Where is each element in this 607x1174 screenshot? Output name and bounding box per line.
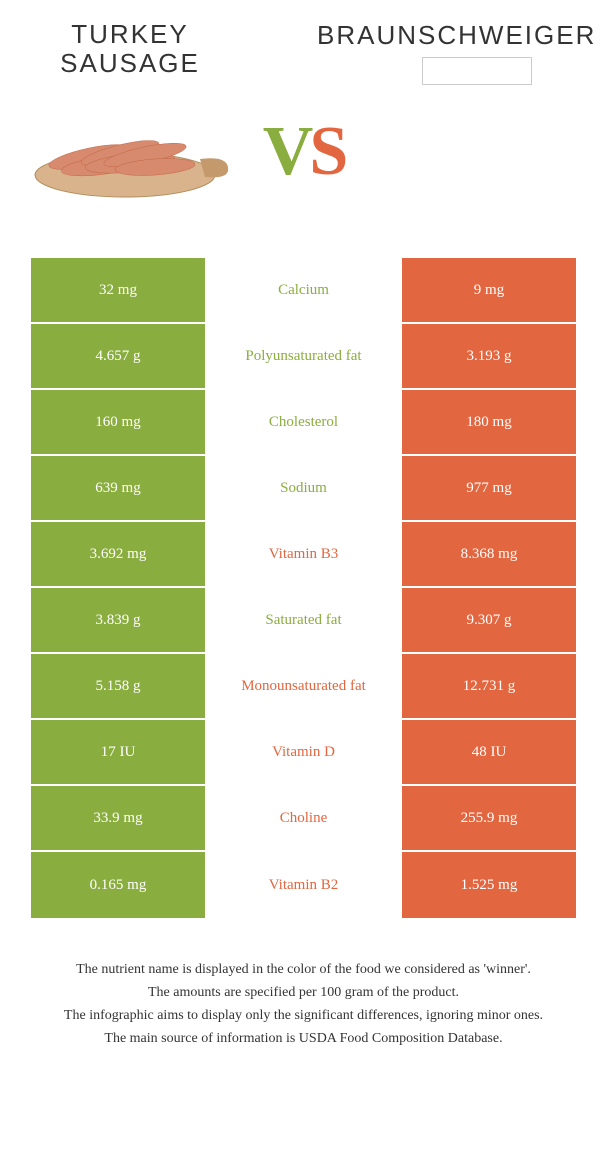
title-left-line2: SAUSAGE <box>60 48 200 78</box>
nutrient-label: Sodium <box>207 456 400 520</box>
nutrient-label: Cholesterol <box>207 390 400 454</box>
left-value: 160 mg <box>31 390 207 454</box>
table-row: 639 mgSodium977 mg <box>31 456 576 522</box>
right-value: 9 mg <box>400 258 576 322</box>
left-value: 0.165 mg <box>31 852 207 918</box>
vs-s: S <box>309 113 344 190</box>
left-value: 3.692 mg <box>31 522 207 586</box>
sausage-board-icon <box>30 97 230 207</box>
table-row: 5.158 gMonounsaturated fat12.731 g <box>31 654 576 720</box>
left-value: 639 mg <box>31 456 207 520</box>
title-braunschweiger: BRAUNSCHWEIGER <box>317 20 577 51</box>
left-value: 17 IU <box>31 720 207 784</box>
left-value: 32 mg <box>31 258 207 322</box>
title-turkey-sausage: TURKEY SAUSAGE <box>30 20 230 77</box>
infographic-container: { "header": { "title_left_line1": "TURKE… <box>0 0 607 1081</box>
right-value: 255.9 mg <box>400 786 576 850</box>
table-row: 0.165 mgVitamin B21.525 mg <box>31 852 576 918</box>
nutrient-label: Vitamin D <box>207 720 400 784</box>
images-row: VS <box>30 87 577 217</box>
nutrient-label: Vitamin B2 <box>207 852 400 918</box>
footer-line-2: The amounts are specified per 100 gram o… <box>40 982 567 1003</box>
footer-notes: The nutrient name is displayed in the co… <box>30 959 577 1049</box>
right-value: 9.307 g <box>400 588 576 652</box>
table-row: 160 mgCholesterol180 mg <box>31 390 576 456</box>
left-value: 5.158 g <box>31 654 207 718</box>
vs-label: VS <box>263 112 345 192</box>
table-row: 32 mgCalcium9 mg <box>31 258 576 324</box>
braunschweiger-image <box>377 97 577 207</box>
right-value: 1.525 mg <box>400 852 576 918</box>
left-value: 3.839 g <box>31 588 207 652</box>
nutrient-label: Monounsaturated fat <box>207 654 400 718</box>
turkey-sausage-image <box>30 97 230 207</box>
left-value: 4.657 g <box>31 324 207 388</box>
right-value: 8.368 mg <box>400 522 576 586</box>
footer-line-4: The main source of information is USDA F… <box>40 1028 567 1049</box>
left-value: 33.9 mg <box>31 786 207 850</box>
footer-line-3: The infographic aims to display only the… <box>40 1005 567 1026</box>
table-row: 17 IUVitamin D48 IU <box>31 720 576 786</box>
nutrient-label: Vitamin B3 <box>207 522 400 586</box>
vs-v: V <box>263 113 310 190</box>
right-value: 977 mg <box>400 456 576 520</box>
nutrient-label: Polyunsaturated fat <box>207 324 400 388</box>
table-row: 4.657 gPolyunsaturated fat3.193 g <box>31 324 576 390</box>
footer-line-1: The nutrient name is displayed in the co… <box>40 959 567 980</box>
right-value: 180 mg <box>400 390 576 454</box>
right-value: 48 IU <box>400 720 576 784</box>
table-row: 3.839 gSaturated fat9.307 g <box>31 588 576 654</box>
table-row: 33.9 mgCholine255.9 mg <box>31 786 576 852</box>
nutrient-label: Calcium <box>207 258 400 322</box>
title-left-line1: TURKEY <box>71 19 188 49</box>
table-row: 3.692 mgVitamin B38.368 mg <box>31 522 576 588</box>
nutrient-label: Choline <box>207 786 400 850</box>
nutrient-comparison-table: 32 mgCalcium9 mg4.657 gPolyunsaturated f… <box>30 257 577 919</box>
nutrient-label: Saturated fat <box>207 588 400 652</box>
right-value: 3.193 g <box>400 324 576 388</box>
image-placeholder-box <box>422 57 532 85</box>
right-value: 12.731 g <box>400 654 576 718</box>
